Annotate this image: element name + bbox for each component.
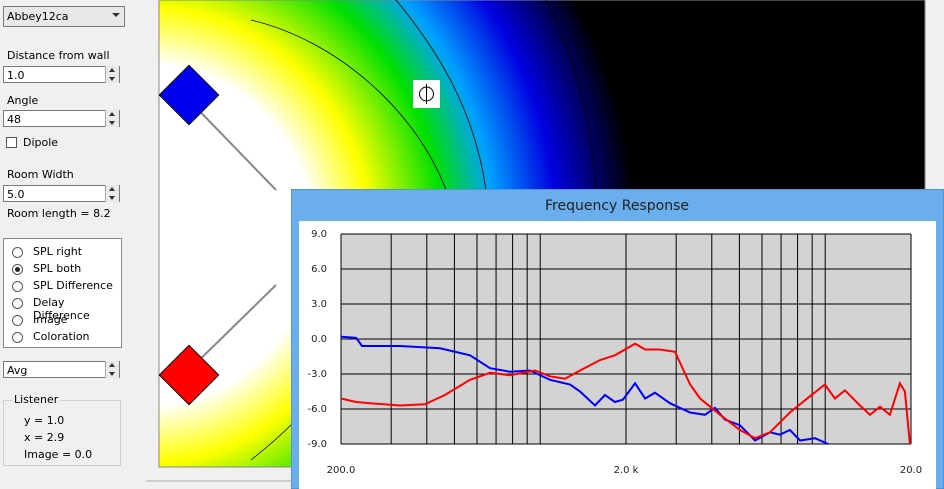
window-title: Frequency Response [545,198,689,214]
listener-lines: y = 1.0 x = 2.9 Image = 0.0 [24,412,92,463]
speaker-select[interactable]: Abbey12ca [3,6,125,27]
y-tick-label: -6.0 [307,404,327,415]
x-tick-label: 20.0 [900,465,922,476]
y-tick-label: 0.0 [311,334,327,345]
series-line [340,342,911,445]
radio-label: Coloration [33,330,90,343]
contours [250,0,597,461]
right-speaker[interactable] [158,344,220,406]
mode-value: Avg [7,364,28,377]
listener-group [3,400,121,466]
width-value: 5.0 [7,188,25,201]
listener-line: y = 1.0 [24,414,65,427]
y-tick-label: 6.0 [311,264,327,275]
left-speaker[interactable] [158,64,220,126]
radio-label: SPL right [33,245,83,258]
listener-line: x = 2.9 [24,431,65,444]
listener-title: Listener [12,393,61,406]
width-input[interactable]: 5.0 [3,185,120,202]
radio-button[interactable] [12,247,23,258]
distance-input[interactable]: 1.0 [3,66,120,83]
y-tick-label: -9.0 [307,439,327,450]
angle-value: 48 [7,113,21,126]
display-group: SPL right SPL both SPL Difference Delay Dif… [3,238,122,348]
radio-button[interactable] [12,298,23,309]
distance-value: 1.0 [7,69,25,82]
radio-button[interactable] [12,332,23,343]
listener-line: Image = 0.0 [24,448,93,461]
angle-input[interactable]: 48 [3,110,120,127]
x-tick-label: 200.0 [327,465,356,476]
dipole-checkbox[interactable] [6,137,17,148]
width-label: Room Width [7,168,74,181]
radio-label: SPL Difference [33,279,113,292]
y-tick-label: -3.0 [307,369,327,380]
y-tick-label: 9.0 [311,229,327,240]
radio-label: SPL both [33,262,82,275]
radio-label: Delay Difference [33,296,90,322]
frequency-window: Frequency Response 9.0 6.0 3.0 0.0 -3.0 -6.0 -… [291,189,944,489]
room-length: Room length = 8.2 [7,207,111,220]
x-tick-label: 2.0 k [614,465,639,476]
radio-button[interactable] [12,315,23,326]
y-tick-label: 3.0 [311,299,327,310]
dipole-label: Dipole [23,136,59,149]
radio-button[interactable] [12,281,23,292]
angle-label: Angle [7,94,39,107]
radio-button[interactable] [12,264,23,275]
mode-input[interactable]: Avg [3,361,120,378]
radio-label: Image [33,313,68,326]
distance-label: Distance from wall [7,49,110,62]
speaker-value: Abbey12ca [7,10,69,23]
